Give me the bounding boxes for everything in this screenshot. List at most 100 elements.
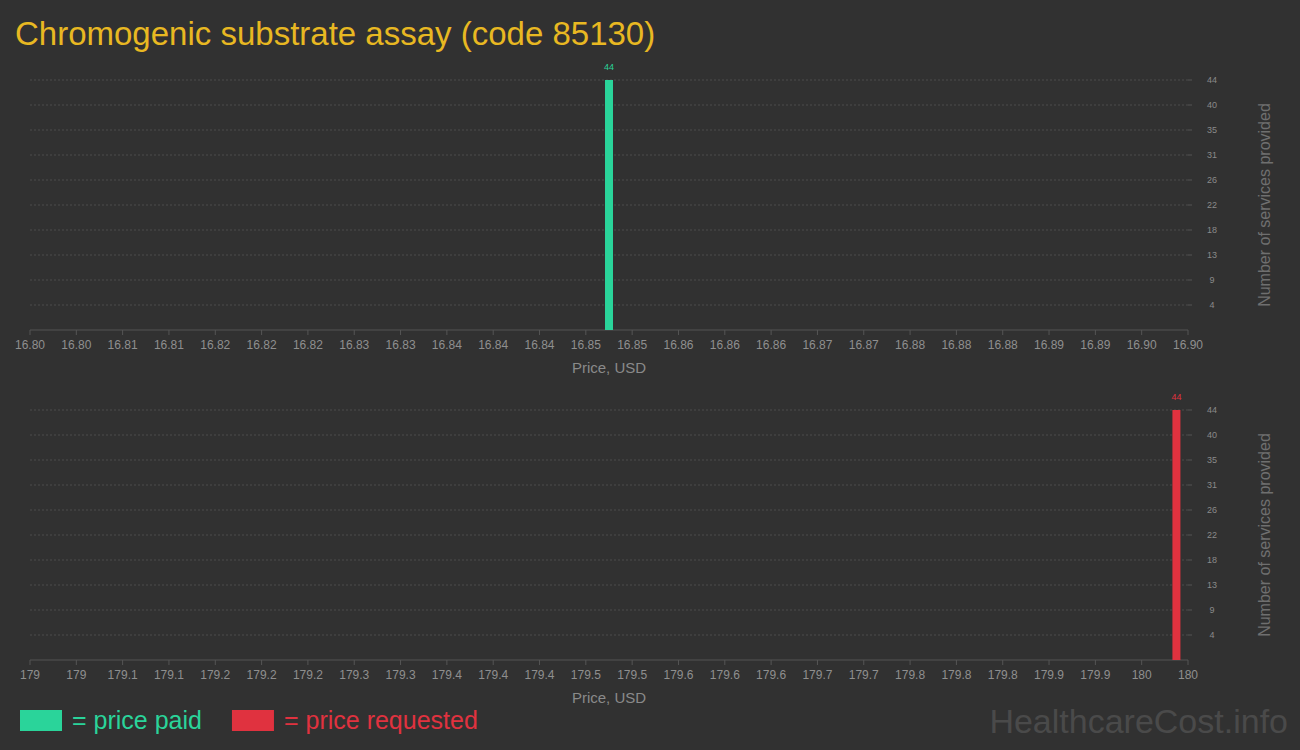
y-tick: [1188, 485, 1192, 486]
x-tick: [30, 330, 31, 335]
x-tick-label: 16.90: [1173, 338, 1203, 352]
y-tick: [1188, 105, 1192, 106]
x-tick: [446, 330, 447, 335]
x-tick: [400, 330, 401, 335]
x-tick: [1002, 330, 1003, 335]
y-tick: [1188, 255, 1192, 256]
x-tick-label: 16.89: [1034, 338, 1064, 352]
x-tick-label: 16.82: [200, 338, 230, 352]
grid-line: [30, 435, 1188, 436]
x-tick: [863, 330, 864, 335]
grid-line: [30, 610, 1188, 611]
x-tick: [817, 660, 818, 665]
x-tick-label: 16.82: [247, 338, 277, 352]
y-tick: [1188, 305, 1192, 306]
title: Chromogenic substrate assay (code 85130): [15, 15, 655, 52]
x-tick-label: 179.3: [386, 668, 416, 682]
y-tick-label: 40: [1207, 430, 1217, 440]
x-tick: [1002, 660, 1003, 665]
y-tick: [1188, 130, 1192, 131]
y-tick-label: 9: [1209, 275, 1214, 285]
x-tick: [910, 330, 911, 335]
x-tick-label: 16.90: [1127, 338, 1157, 352]
x-tick-label: 16.83: [386, 338, 416, 352]
grid-line: [30, 510, 1188, 511]
x-axis-title: Price, USD: [572, 689, 646, 706]
x-tick-label: 16.88: [988, 338, 1018, 352]
y-tick-label: 18: [1207, 225, 1217, 235]
x-tick-label: 179.1: [108, 668, 138, 682]
x-tick-label: 179.9: [1034, 668, 1064, 682]
x-tick-label: 16.88: [941, 338, 971, 352]
y-tick: [1188, 585, 1192, 586]
y-tick: [1188, 410, 1192, 411]
x-tick: [1049, 660, 1050, 665]
x-tick-label: 16.84: [525, 338, 555, 352]
x-tick: [632, 330, 633, 335]
chart-svg: Chromogenic substrate assay (code 85130)…: [0, 0, 1300, 750]
y-tick-label: 22: [1207, 200, 1217, 210]
x-tick-label: 179.5: [571, 668, 601, 682]
y-tick-label: 18: [1207, 555, 1217, 565]
x-tick-label: 180: [1178, 668, 1198, 682]
data-labels: 44: [1171, 392, 1181, 402]
x-tick: [1141, 330, 1142, 335]
x-tick: [1188, 660, 1189, 665]
y-tick: [1188, 610, 1192, 611]
x-tick-label: 179.8: [941, 668, 971, 682]
x-tick: [493, 330, 494, 335]
y-tick: [1188, 155, 1192, 156]
y-tick-label: 31: [1207, 150, 1217, 160]
x-tick: [956, 660, 957, 665]
bar: [1172, 410, 1180, 660]
background: [0, 0, 1300, 750]
y-tick: [1188, 560, 1192, 561]
x-tick-label: 16.85: [617, 338, 647, 352]
x-tick-label: 179.8: [895, 668, 925, 682]
x-tick-label: 179.2: [247, 668, 277, 682]
y-tick-label: 13: [1207, 580, 1217, 590]
x-tick-label: 16.80: [15, 338, 45, 352]
x-tick: [771, 330, 772, 335]
x-tick-label: 16.86: [710, 338, 740, 352]
y-tick-label: 35: [1207, 455, 1217, 465]
legend-label: = price requested: [284, 706, 478, 734]
x-tick: [539, 330, 540, 335]
x-tick-label: 179.4: [525, 668, 555, 682]
grid-line: [30, 560, 1188, 561]
y-tick-label: 44: [1207, 75, 1217, 85]
x-tick-label: 179.2: [200, 668, 230, 682]
x-tick-label: 179.3: [339, 668, 369, 682]
y-tick-label: 26: [1207, 505, 1217, 515]
x-tick: [168, 660, 169, 665]
data-labels: 44: [604, 62, 614, 72]
x-tick: [354, 660, 355, 665]
x-tick: [1049, 330, 1050, 335]
x-tick: [30, 660, 31, 665]
legend-swatch: [232, 710, 274, 731]
y-tick: [1188, 510, 1192, 511]
x-tick-label: 16.81: [108, 338, 138, 352]
x-tick-label: 179.1: [154, 668, 184, 682]
grid-line: [30, 635, 1188, 636]
x-tick: [76, 660, 77, 665]
x-tick: [122, 660, 123, 665]
x-tick-label: 16.85: [571, 338, 601, 352]
data-label: 44: [1171, 392, 1181, 402]
data-label: 44: [604, 62, 614, 72]
x-tick: [956, 330, 957, 335]
x-tick: [215, 660, 216, 665]
x-tick: [1095, 330, 1096, 335]
y-tick-label: 22: [1207, 530, 1217, 540]
legend-swatch: [20, 710, 62, 731]
x-tick-label: 179.9: [1080, 668, 1110, 682]
y-tick: [1188, 635, 1192, 636]
y-tick-label: 4: [1209, 630, 1214, 640]
chart-panel: 49131822263135404416.8016.8016.8116.8116…: [15, 62, 1273, 376]
x-tick-label: 16.80: [61, 338, 91, 352]
y-tick-label: 4: [1209, 300, 1214, 310]
x-tick: [446, 660, 447, 665]
x-tick: [307, 330, 308, 335]
watermark: HealthcareCost.info: [989, 702, 1288, 740]
y-tick-label: 44: [1207, 405, 1217, 415]
